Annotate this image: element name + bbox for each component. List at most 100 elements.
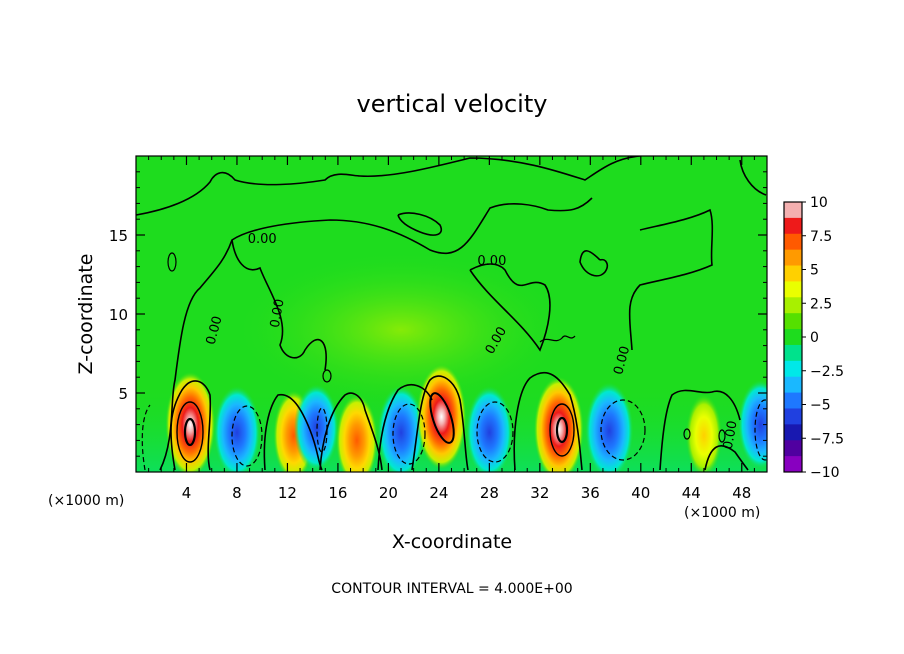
contour-label: 0.00 [721, 419, 741, 450]
y-axis-ticks: 5 10 15 [109, 171, 767, 457]
contour-label: 0.00 [611, 345, 633, 377]
colorbar-swatch [784, 313, 802, 330]
contour-line [513, 371, 583, 471]
contour-line [377, 384, 433, 471]
contour-ring-negative [600, 399, 646, 461]
field-layer: 0.000.000.000.000.000.000.00 [136, 156, 767, 472]
colorbar-tick-label: −2.5 [810, 364, 844, 380]
colorbar-swatch [784, 424, 802, 441]
x-tick-label: 24 [429, 484, 448, 502]
contour-line [136, 156, 641, 216]
contour-ring-negative [476, 401, 514, 463]
colorbar-swatch [784, 265, 802, 282]
x-tick-label: 40 [631, 484, 650, 502]
updraft-cell [335, 394, 378, 472]
y-tick-label: 15 [109, 227, 128, 245]
colorbar-swatch [784, 202, 802, 219]
contour-label: 0.00 [248, 232, 277, 247]
colorbar-swatch [784, 233, 802, 251]
x-tick-label: 16 [328, 484, 347, 502]
x-axis-ticks: 4 8 12 16 20 24 28 32 36 40 44 48 [148, 156, 755, 502]
x-tick-label: 20 [379, 484, 398, 502]
updraft-cell [685, 393, 723, 472]
contour-line [411, 375, 469, 471]
chart-title: vertical velocity [357, 90, 548, 118]
x-unit-left: (×1000 m) [48, 493, 124, 509]
y-axis-label: Z-coordinate [75, 254, 97, 375]
contour-ring [549, 403, 575, 457]
x-unit-right: (×1000 m) [684, 505, 760, 521]
x-tick-label: 12 [278, 484, 297, 502]
field-features [165, 249, 767, 472]
downdraft-cell [465, 385, 513, 472]
contour-line [539, 335, 576, 343]
contour-ring-negative [754, 399, 767, 461]
contour-line [263, 394, 323, 471]
colorbar-tick-label: 0 [810, 330, 819, 346]
updraft-cell [416, 363, 467, 470]
contour-line [628, 208, 714, 351]
colorbar-swatch [784, 297, 802, 314]
colorbar-swatch [784, 360, 802, 378]
contour-line [397, 212, 442, 236]
colorbar: 10 7.5 5 2.5 0 −2.5 −5 −7.5 −10 [784, 195, 844, 481]
contour-line [579, 250, 608, 277]
contour-line [659, 389, 741, 471]
contour-ring-negative [392, 403, 426, 465]
contour-line [231, 239, 327, 371]
contour-label: 0.00 [477, 254, 506, 269]
contour-line [159, 197, 593, 471]
contour-line [170, 380, 212, 471]
contour-ring-negative [231, 405, 263, 467]
x-tick-label: 48 [732, 484, 751, 502]
x-tick-label: 36 [581, 484, 600, 502]
colorbar-frame [783, 201, 803, 473]
contour-ring [555, 416, 569, 444]
colorbar-swatch [784, 329, 802, 346]
contour-label: 0.00 [204, 315, 226, 347]
colorbar-tick-label: 7.5 [810, 229, 832, 245]
downdraft-cell [737, 379, 767, 471]
contour-lines [136, 156, 767, 471]
colorbar-swatch [784, 217, 802, 235]
contour-ring [683, 428, 691, 440]
contour-ring [429, 392, 455, 444]
colorbar-tick-label: −10 [810, 465, 840, 481]
x-tick-label: 8 [232, 484, 242, 502]
x-tick-label: 44 [682, 484, 701, 502]
colorbar-tick-label: 5 [810, 263, 819, 279]
contour-label: 0.00 [268, 298, 288, 329]
colorbar-swatch [784, 376, 802, 394]
y-tick-label: 10 [109, 306, 128, 324]
contour-ring [176, 401, 204, 463]
colorbar-tick-label: −5 [810, 398, 831, 414]
contour-line [319, 392, 383, 471]
contour-ring-negative [316, 407, 328, 453]
contour-interval-footer: CONTOUR INTERVAL = 4.000E+00 [331, 581, 572, 597]
colorbar-swatch [784, 392, 802, 409]
colorbar-swatch [784, 344, 802, 362]
contour-ring [167, 252, 177, 272]
x-tick-label: 32 [530, 484, 549, 502]
contour-ring [718, 429, 726, 443]
colorbar-swatch [784, 440, 802, 457]
contour-line-negative [141, 404, 151, 471]
y-tick-label: 5 [118, 385, 128, 403]
colorbar-swatch [784, 249, 802, 267]
colorbar-tick-label: −7.5 [810, 431, 844, 447]
contour-ring [322, 369, 332, 383]
x-axis-label: X-coordinate [392, 531, 512, 553]
contour-line [469, 263, 551, 352]
downdraft-cell [584, 381, 634, 472]
contour-line [739, 159, 767, 196]
contour-ring [183, 417, 197, 447]
colorbar-tick-label: 10 [810, 195, 828, 211]
updraft-cell [533, 376, 584, 472]
colorbar-swatch [784, 281, 802, 298]
colorbar-tick-label: 2.5 [810, 296, 832, 312]
x-tick-label: 4 [182, 484, 192, 502]
downdraft-cell [213, 385, 261, 472]
colorbar-swatch [784, 408, 802, 425]
x-tick-label: 28 [480, 484, 499, 502]
